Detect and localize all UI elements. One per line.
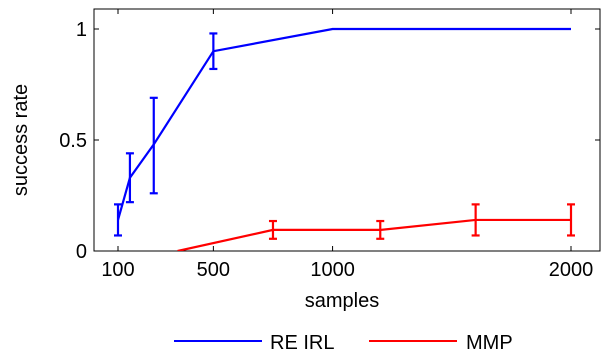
error-bar-re-irl <box>125 152 134 204</box>
x-axis-title: samples <box>305 290 379 312</box>
error-bar-mmp <box>471 203 480 237</box>
legend: RE IRL MMP <box>174 332 513 354</box>
x-tick-label: 500 <box>197 259 230 281</box>
y-tick-label: 0.5 <box>59 130 87 152</box>
error-bar-re-irl <box>114 203 122 237</box>
x-tick-label: 100 <box>101 259 134 281</box>
error-bar-re-irl <box>149 96 158 195</box>
series-mmp <box>177 203 575 251</box>
y-axis-title: success rate <box>10 84 32 196</box>
series-re-irl <box>114 27 571 237</box>
plot-frame <box>93 8 601 252</box>
x-tick-label: 2000 <box>549 259 594 281</box>
error-bar-mmp <box>567 203 575 237</box>
series-line-mmp <box>177 218 571 251</box>
legend-label-re-irl: RE IRL <box>270 332 334 354</box>
error-bar-mmp <box>376 219 385 240</box>
x-tick-label: 1000 <box>310 259 355 281</box>
error-bar-mmp <box>268 219 277 240</box>
legend-label-mmp: MMP <box>466 332 513 354</box>
series-line-re-irl <box>116 27 571 221</box>
error-bar-re-irl <box>209 32 218 71</box>
plot-layer: 100 500 1000 2000 0 0.5 1 <box>59 8 601 281</box>
y-tick-label: 0 <box>76 241 87 263</box>
y-tick-label: 1 <box>76 19 87 41</box>
